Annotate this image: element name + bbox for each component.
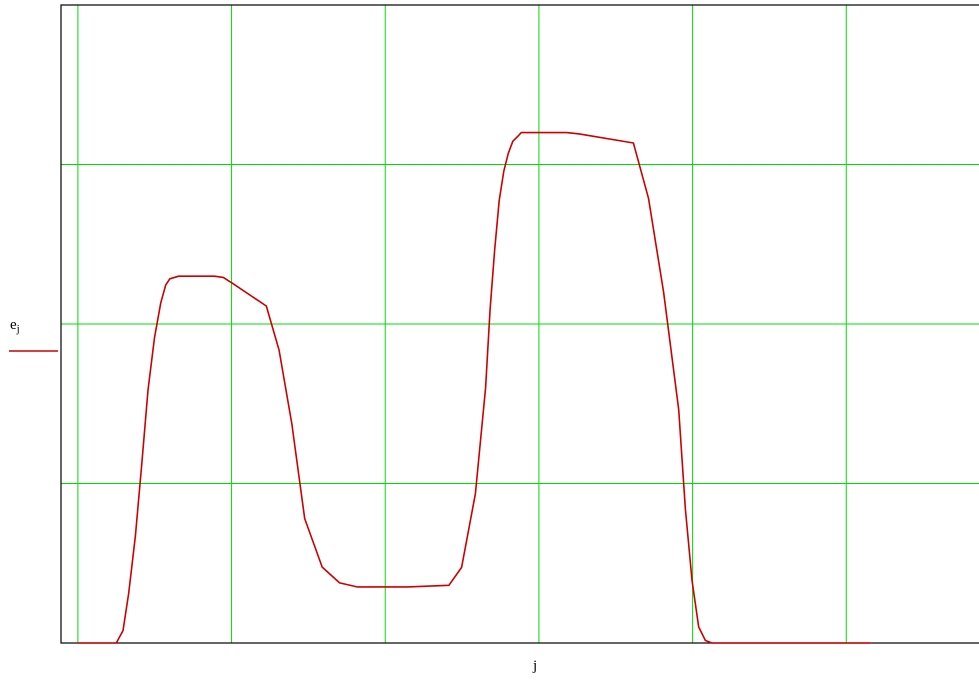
plot-area-frame	[60, 4, 979, 644]
y-axis-label-subscript: j	[16, 323, 20, 335]
y-axis-label: ej	[10, 318, 20, 335]
x-axis-label: j	[533, 658, 538, 674]
horizontal-gridlines	[61, 164, 979, 484]
series-line-e	[77, 131, 872, 644]
y-axis-label-text: e	[10, 317, 17, 333]
